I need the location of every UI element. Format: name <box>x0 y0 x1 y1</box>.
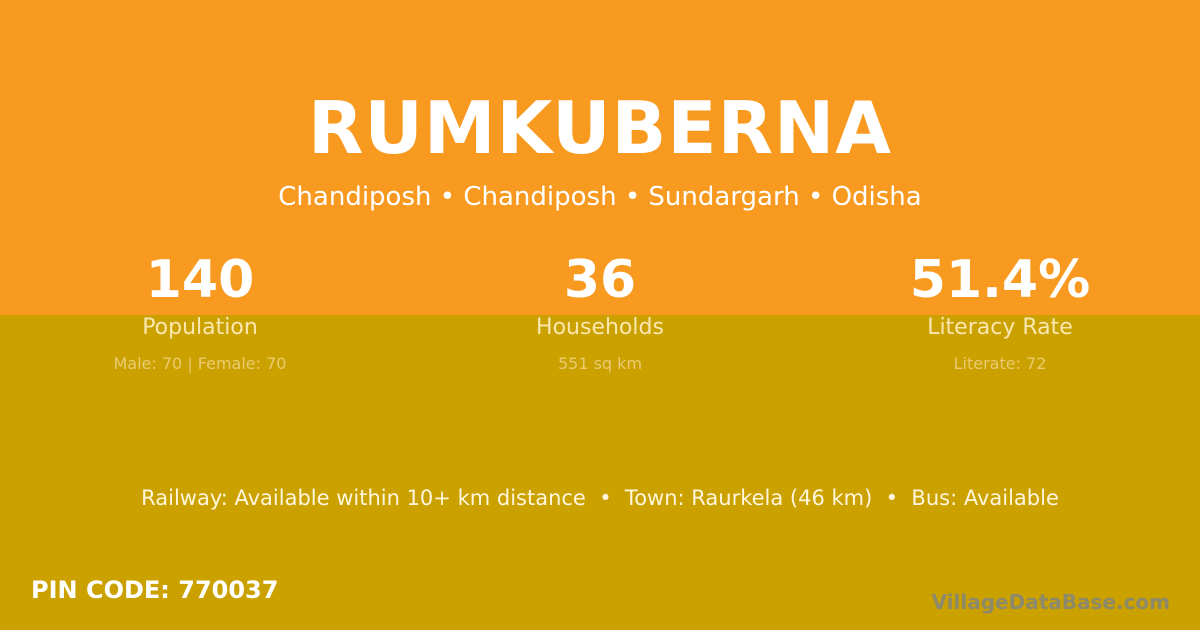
stat-label: Population <box>142 315 258 340</box>
pin-code: PIN CODE: 770037 <box>31 576 279 604</box>
village-name: RUMKUBERNA <box>307 86 893 170</box>
stat-label: Households <box>536 315 664 340</box>
stat-value: 51.4% <box>909 250 1091 310</box>
stat-label: Literacy Rate <box>927 315 1073 340</box>
stat-detail: Male: 70 | Female: 70 <box>113 354 287 373</box>
stat-value: 36 <box>563 250 637 310</box>
breadcrumb: Chandiposh • Chandiposh • Sundargarh • O… <box>278 182 922 212</box>
stat-value: 140 <box>145 250 255 310</box>
connectivity-info: Railway: Available within 10+ km distanc… <box>141 486 1059 510</box>
stat-detail: 551 sq km <box>557 354 643 373</box>
header-band <box>0 0 1200 315</box>
brand-logo: VillageDataBase.com <box>931 590 1170 614</box>
stat-detail: Literate: 72 <box>953 354 1047 373</box>
